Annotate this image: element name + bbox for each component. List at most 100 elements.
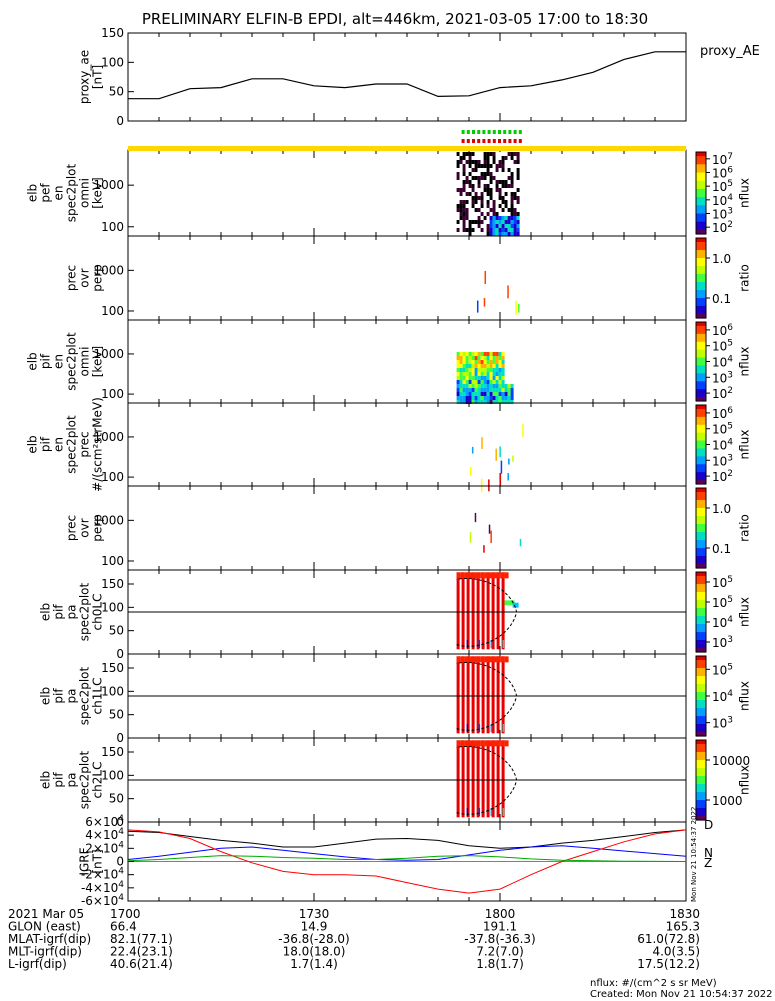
x-row-value: 66.4	[110, 920, 137, 934]
y-axis-label: [keV]	[91, 177, 105, 208]
heatmap-cell	[465, 376, 469, 380]
heatmap-cell	[490, 530, 492, 544]
colorbar-strip	[696, 166, 706, 169]
heatmap-cell	[510, 216, 514, 220]
science-marker	[513, 130, 517, 134]
heatmap-cell	[459, 184, 463, 188]
colorbar-strip	[696, 452, 706, 455]
colorbar-strip	[696, 284, 706, 287]
colorbar-strip	[696, 229, 706, 233]
y-axis-label: pif	[52, 772, 66, 788]
heatmap-cell	[465, 204, 469, 208]
heatmap-cell	[465, 200, 469, 204]
heatmap-cell	[496, 740, 501, 747]
heatmap-cell	[489, 172, 493, 176]
heatmap-cell	[510, 384, 514, 388]
heatmap-cell	[486, 156, 490, 160]
heatmap-cell	[471, 224, 475, 228]
igrf-series-0	[127, 829, 687, 849]
panel-elb_pif_pa_spec2plot_ch2LC: elb pif pa spec2plot ch2LC 0 50 100 150	[39, 737, 687, 829]
colorbar-strip	[696, 371, 706, 374]
heatmap-cell	[492, 388, 496, 392]
heatmap-cell	[465, 396, 469, 400]
heatmap-cell	[456, 220, 460, 224]
colorbar-strip	[696, 424, 706, 428]
colorbar-strip	[696, 306, 706, 309]
heatmap-cell	[472, 740, 477, 747]
colorbar-strip	[696, 724, 706, 727]
colorbar-strip	[696, 430, 706, 434]
colorbar-strip	[696, 282, 706, 285]
heatmap-cell	[507, 473, 509, 481]
x-row-value: 1700	[110, 907, 141, 921]
heatmap-cell	[492, 184, 496, 188]
y-axis-label: proxy_ae	[78, 50, 92, 104]
heatmap-cell	[471, 360, 475, 364]
igrf-series-3	[127, 855, 687, 862]
colorbar-strip	[696, 806, 706, 809]
heatmap-cell	[474, 224, 478, 228]
heatmap-cell	[468, 216, 472, 220]
heatmap-cell	[489, 352, 493, 356]
heatmap-cell	[498, 180, 502, 184]
heatmap-cell	[501, 572, 505, 650]
colorbar-strip	[696, 219, 706, 223]
colorbar-strip	[696, 450, 706, 453]
heatmap-cell	[459, 380, 463, 384]
y-axis-label: prec	[65, 265, 79, 291]
heatmap-cell	[459, 168, 463, 172]
panel-elb_pif_pa_spec2plot_ch0LC: elb pif pa spec2plot ch0LC 0 50 100 150	[39, 569, 687, 661]
heatmap-cell	[465, 156, 469, 160]
heatmap-cell	[480, 572, 485, 579]
heatmap-cell	[459, 212, 463, 216]
heatmap-cell	[462, 372, 466, 376]
heatmap-cell	[513, 184, 517, 188]
colorbar-strip	[696, 470, 706, 473]
colorbar-strip	[696, 542, 706, 545]
colorbar-strip	[696, 458, 706, 461]
heatmap-cell	[501, 164, 505, 168]
heatmap-cell	[498, 228, 502, 232]
heatmap-cell	[477, 192, 481, 196]
colorbar-strip	[696, 395, 706, 398]
heatmap-cell	[483, 156, 487, 160]
colorbar-strip	[696, 296, 706, 299]
heatmap-cell	[501, 208, 505, 212]
science-marker	[508, 130, 512, 134]
y-axis-label: elb	[26, 435, 40, 453]
heatmap-cell	[462, 356, 466, 360]
colorbar-tick-label: 106	[712, 166, 733, 181]
heatmap-cell	[486, 164, 490, 168]
heatmap-cell	[483, 216, 487, 220]
heatmap-cell	[456, 224, 460, 228]
colorbar-strip	[696, 678, 706, 681]
heatmap-cell	[495, 196, 499, 200]
heatmap-cell	[504, 400, 508, 404]
heatmap-cell	[486, 396, 490, 400]
chart-title: PRELIMINARY ELFIN-B EPDI, alt=446km, 202…	[142, 10, 648, 28]
heatmap-cell	[507, 400, 511, 404]
colorbar-strip	[696, 634, 706, 637]
heatmap-cell	[513, 164, 517, 168]
panel-prec_ovr_perp_2: prec ovr perp 100 1000	[65, 485, 687, 571]
colorbar-strip	[696, 428, 706, 432]
heatmap-cell	[486, 216, 490, 220]
heatmap-cell	[468, 396, 472, 400]
y-axis-label: ovr	[78, 268, 92, 287]
y-axis-label: spec2plot	[78, 582, 92, 641]
colorbar-strip	[696, 231, 706, 235]
colorbar-strip	[696, 361, 706, 365]
colorbar-strip	[696, 624, 706, 627]
heatmap-cell	[495, 184, 499, 188]
y-axis-label: spec2plot	[78, 666, 92, 725]
heatmap-cell	[486, 656, 490, 734]
heatmap-cell	[474, 396, 478, 400]
colorbar-label: nflux	[738, 597, 752, 627]
colorbar-strip	[696, 227, 706, 231]
heatmap-cell	[456, 656, 461, 663]
heatmap-cell	[489, 188, 493, 192]
colorbar-strip	[696, 184, 706, 188]
heatmap-cell	[459, 164, 463, 168]
heatmap-cell	[459, 208, 463, 212]
heatmap-cell	[510, 228, 514, 232]
